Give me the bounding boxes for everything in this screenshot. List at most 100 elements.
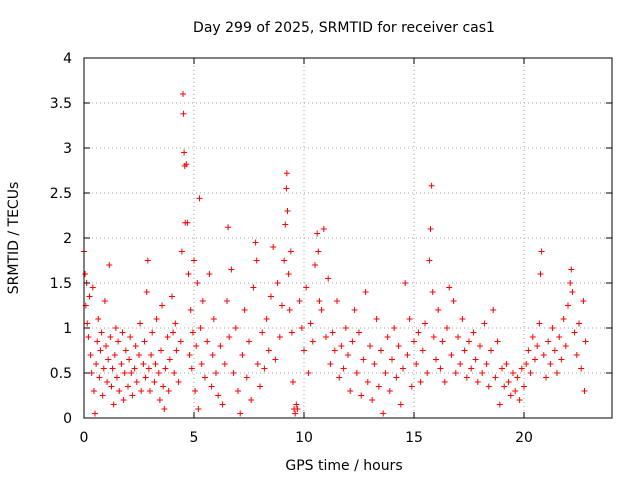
data-point [331,347,338,354]
data-point [356,329,362,336]
data-point [536,320,543,327]
data-point [373,316,380,322]
data-point [529,334,536,340]
data-point [193,343,200,349]
data-point [380,410,387,417]
data-point [516,397,523,403]
data-point [261,365,268,372]
data-point [121,370,128,376]
data-point [459,316,466,322]
data-point [327,361,334,367]
data-point [580,298,587,304]
data-point [226,334,233,340]
data-point [97,347,104,354]
data-point [342,325,349,331]
data-point [503,361,510,367]
data-point [196,195,203,202]
x-tick-label: 15 [405,430,423,446]
data-point [413,361,420,367]
data-point [164,334,171,340]
data-point [185,271,192,277]
data-point [512,388,519,394]
data-point [257,383,263,390]
data-point [148,352,155,358]
data-point [141,338,148,345]
chart-title: Day 299 of 2025, SRMTID for receiver cas… [193,20,495,36]
data-point [254,361,261,367]
data-point [86,293,93,300]
data-point [514,374,521,381]
data-point [217,343,224,349]
y-tick-label: 0 [63,411,72,427]
data-point [290,379,296,385]
data-point [419,347,426,354]
data-point [314,230,321,237]
y-axis-ticks: 0 0.5 1 1.5 2 2.5 3 3.5 4 [50,51,612,427]
data-point [455,334,461,340]
data-point [84,320,91,327]
data-point [241,307,248,313]
data-point [305,370,312,376]
data-point [558,356,565,363]
data-point [85,334,92,340]
data-point [532,356,538,363]
data-point [463,374,470,381]
data-point [427,226,434,232]
data-point [439,338,446,345]
data-point [294,406,301,412]
data-point [194,280,201,286]
data-point [147,388,153,394]
data-point [538,248,545,255]
data-point [186,352,193,358]
data-point [142,374,149,381]
data-point [104,379,111,385]
data-point [468,365,475,372]
data-point [232,325,239,331]
data-point [213,370,219,376]
data-point [89,284,96,291]
data-point [501,383,508,390]
data-point [523,361,530,367]
data-point [349,338,356,345]
data-point [461,347,468,354]
data-point [393,374,400,381]
data-point [448,352,455,358]
data-point [122,347,129,354]
data-point [554,370,560,376]
y-tick-label: 4 [63,51,72,67]
data-point [581,388,588,394]
data-point [153,316,160,322]
y-tick-label: 0.5 [50,366,72,382]
data-point [90,388,97,394]
data-point [329,329,336,336]
data-point [100,365,107,372]
data-point [307,320,314,327]
data-point [562,343,569,349]
data-point [573,352,580,358]
data-point [437,365,444,372]
data-point [569,289,576,295]
data-point [143,289,150,295]
data-point [144,257,151,264]
data-point [92,410,98,417]
data-point [397,401,404,408]
data-point [499,365,505,372]
data-point [215,392,222,399]
data-point [347,388,354,394]
data-point [155,370,162,376]
data-point [140,361,147,367]
y-tick-label: 1 [63,321,72,337]
data-point [336,374,343,381]
data-point [556,334,563,340]
data-point [375,383,382,390]
data-point [534,343,541,349]
data-point [98,329,105,336]
data-point [93,361,100,367]
data-point [446,284,453,291]
data-point [178,248,185,255]
data-point [192,388,199,394]
data-point [402,280,409,286]
data-point [386,388,393,394]
data-point [105,356,112,363]
data-point [466,338,472,345]
